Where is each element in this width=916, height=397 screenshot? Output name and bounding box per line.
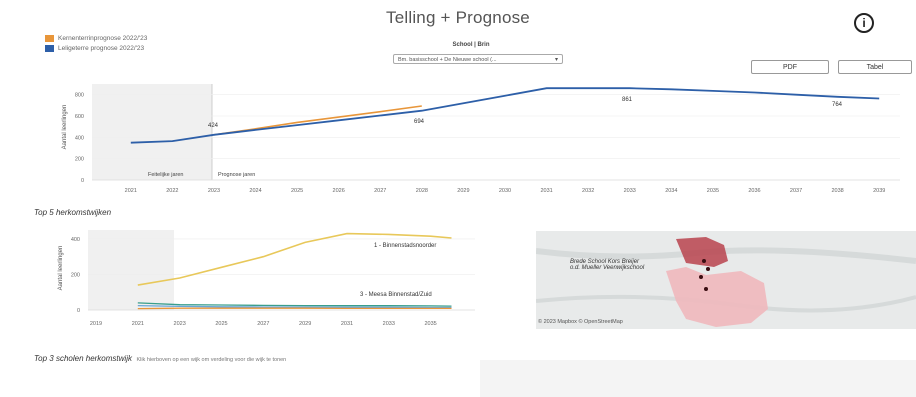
series-label: 3 - Meesa Binnenstad/Zuid — [360, 292, 432, 298]
series-line-2[interactable] — [130, 87, 880, 144]
school-select[interactable]: Bm. basisschool + De Nieuwe school (... … — [393, 54, 563, 64]
map-school-line: o.d. Mueller Veenwijkschool — [570, 265, 645, 271]
data-label: 694 — [414, 119, 425, 125]
school-marker[interactable] — [704, 287, 708, 291]
x-tick-label: 2035 — [425, 321, 437, 327]
y-axis-label: Aantal leerlingen — [62, 105, 68, 150]
x-tick-label: 2028 — [416, 188, 428, 194]
x-tick-label: 2039 — [873, 188, 885, 194]
x-tick-label: 2019 — [90, 321, 102, 327]
school-marker[interactable] — [699, 275, 703, 279]
x-tick-label: 2021 — [132, 321, 144, 327]
x-tick-label: 2038 — [832, 188, 844, 194]
y-tick-label: 600 — [75, 114, 84, 120]
x-tick-label: 2033 — [383, 321, 395, 327]
legend: Kernenterrinprognose 2022/'23 Leligeterr… — [45, 35, 147, 52]
top-chart: Aantal leerlingen 800 600 400 200 0 2021 2022… — [62, 84, 900, 194]
region-right-label: Prognose jaren — [218, 172, 255, 178]
pdf-button[interactable]: PDF — [751, 60, 829, 74]
historic-region — [92, 84, 212, 180]
region-left-label: Feitelijke jaren — [148, 172, 183, 178]
legend-label: Kernenterrinprognose 2022/'23 — [58, 35, 148, 42]
x-tick-label: 2034 — [665, 188, 677, 194]
legend-item[interactable]: Kernenterrinprognose 2022/'23 — [45, 35, 147, 42]
map-credit: © 2023 Mapbox © OpenStreetMap — [538, 319, 623, 325]
map-school-label: Brede School Kors Breijer o.d. Mueller V… — [570, 259, 644, 271]
school-filter-label: School | Brin — [452, 42, 490, 48]
x-tick-label: 2037 — [790, 188, 802, 194]
series-label: 1 - Binnenstadsnoorder — [374, 243, 436, 249]
y-tick-label: 200 — [75, 157, 84, 163]
x-tick-label: 2023 — [174, 321, 186, 327]
x-tick-label: 2029 — [299, 321, 311, 327]
x-tick-label: 2030 — [499, 188, 511, 194]
legend-label: Leligeterre prognose 2022/'23 — [58, 45, 145, 52]
y-tick-label: 400 — [75, 135, 84, 141]
x-tick-label: 2033 — [624, 188, 636, 194]
y-axis-label: Aantal leerlingen — [58, 246, 64, 291]
x-tick-label: 2024 — [249, 188, 261, 194]
data-label: 861 — [622, 97, 633, 103]
x-tick-label: 2029 — [457, 188, 469, 194]
x-tick-label: 2031 — [341, 321, 353, 327]
data-label: 424 — [208, 123, 219, 129]
y-tick-label: 0 — [81, 178, 84, 184]
section-hint: Klik hierboven op een wijk om verdeling … — [136, 357, 287, 363]
x-tick-label: 2025 — [215, 321, 227, 327]
x-tick-label: 2027 — [374, 188, 386, 194]
section-scholen: Top 3 scholen herkomstwijk Klik hierbove… — [34, 348, 286, 366]
tabel-button[interactable]: Tabel — [838, 60, 912, 74]
map[interactable]: Brede School Kors Breijer o.d. Mueller V… — [536, 231, 916, 329]
school-select-value: Bm. basisschool + De Nieuwe school (... — [398, 57, 497, 63]
y-tick-label: 200 — [71, 272, 80, 278]
x-tick-label: 2026 — [333, 188, 345, 194]
legend-swatch — [45, 45, 54, 52]
y-tick-label: 800 — [75, 93, 84, 99]
bottom-chart: Aantal leerlingen 400 200 0 2019 2021 2023 20… — [58, 230, 475, 327]
map-school-line: Brede School Kors Breijer — [570, 259, 640, 265]
data-label: 764 — [832, 102, 843, 108]
section-title-scholen: Top 3 scholen herkomstwijk — [34, 354, 132, 363]
x-tick-label: 2021 — [125, 188, 137, 194]
historic-region — [88, 230, 174, 310]
y-tick-label: 0 — [77, 308, 80, 314]
legend-swatch — [45, 35, 54, 42]
x-tick-label: 2036 — [748, 188, 760, 194]
wijk-area-selected[interactable] — [676, 237, 728, 267]
series-line-1[interactable] — [213, 105, 422, 136]
x-tick-label: 2032 — [582, 188, 594, 194]
series-line-2[interactable] — [137, 302, 452, 307]
map-shapes — [536, 237, 916, 327]
wijk-area[interactable] — [666, 267, 768, 327]
x-tick-label: 2035 — [707, 188, 719, 194]
chevron-down-icon: ▾ — [554, 57, 558, 63]
school-marker[interactable] — [706, 267, 710, 271]
series-line-1[interactable] — [137, 232, 452, 286]
x-tick-label: 2023 — [208, 188, 220, 194]
school-marker[interactable] — [702, 259, 706, 263]
page-title: Telling + Prognose — [386, 8, 530, 27]
x-tick-label: 2031 — [540, 188, 552, 194]
legend-item[interactable]: Leligeterre prognose 2022/'23 — [45, 45, 147, 52]
series-line-3[interactable] — [137, 304, 452, 309]
section-title-herkomst: Top 5 herkomstwijken — [34, 208, 112, 217]
x-tick-label: 2022 — [166, 188, 178, 194]
info-icon[interactable]: i — [854, 13, 874, 33]
x-tick-label: 2027 — [257, 321, 269, 327]
y-tick-label: 400 — [71, 237, 80, 243]
bottom-panel — [480, 360, 916, 397]
x-tick-label: 2025 — [291, 188, 303, 194]
